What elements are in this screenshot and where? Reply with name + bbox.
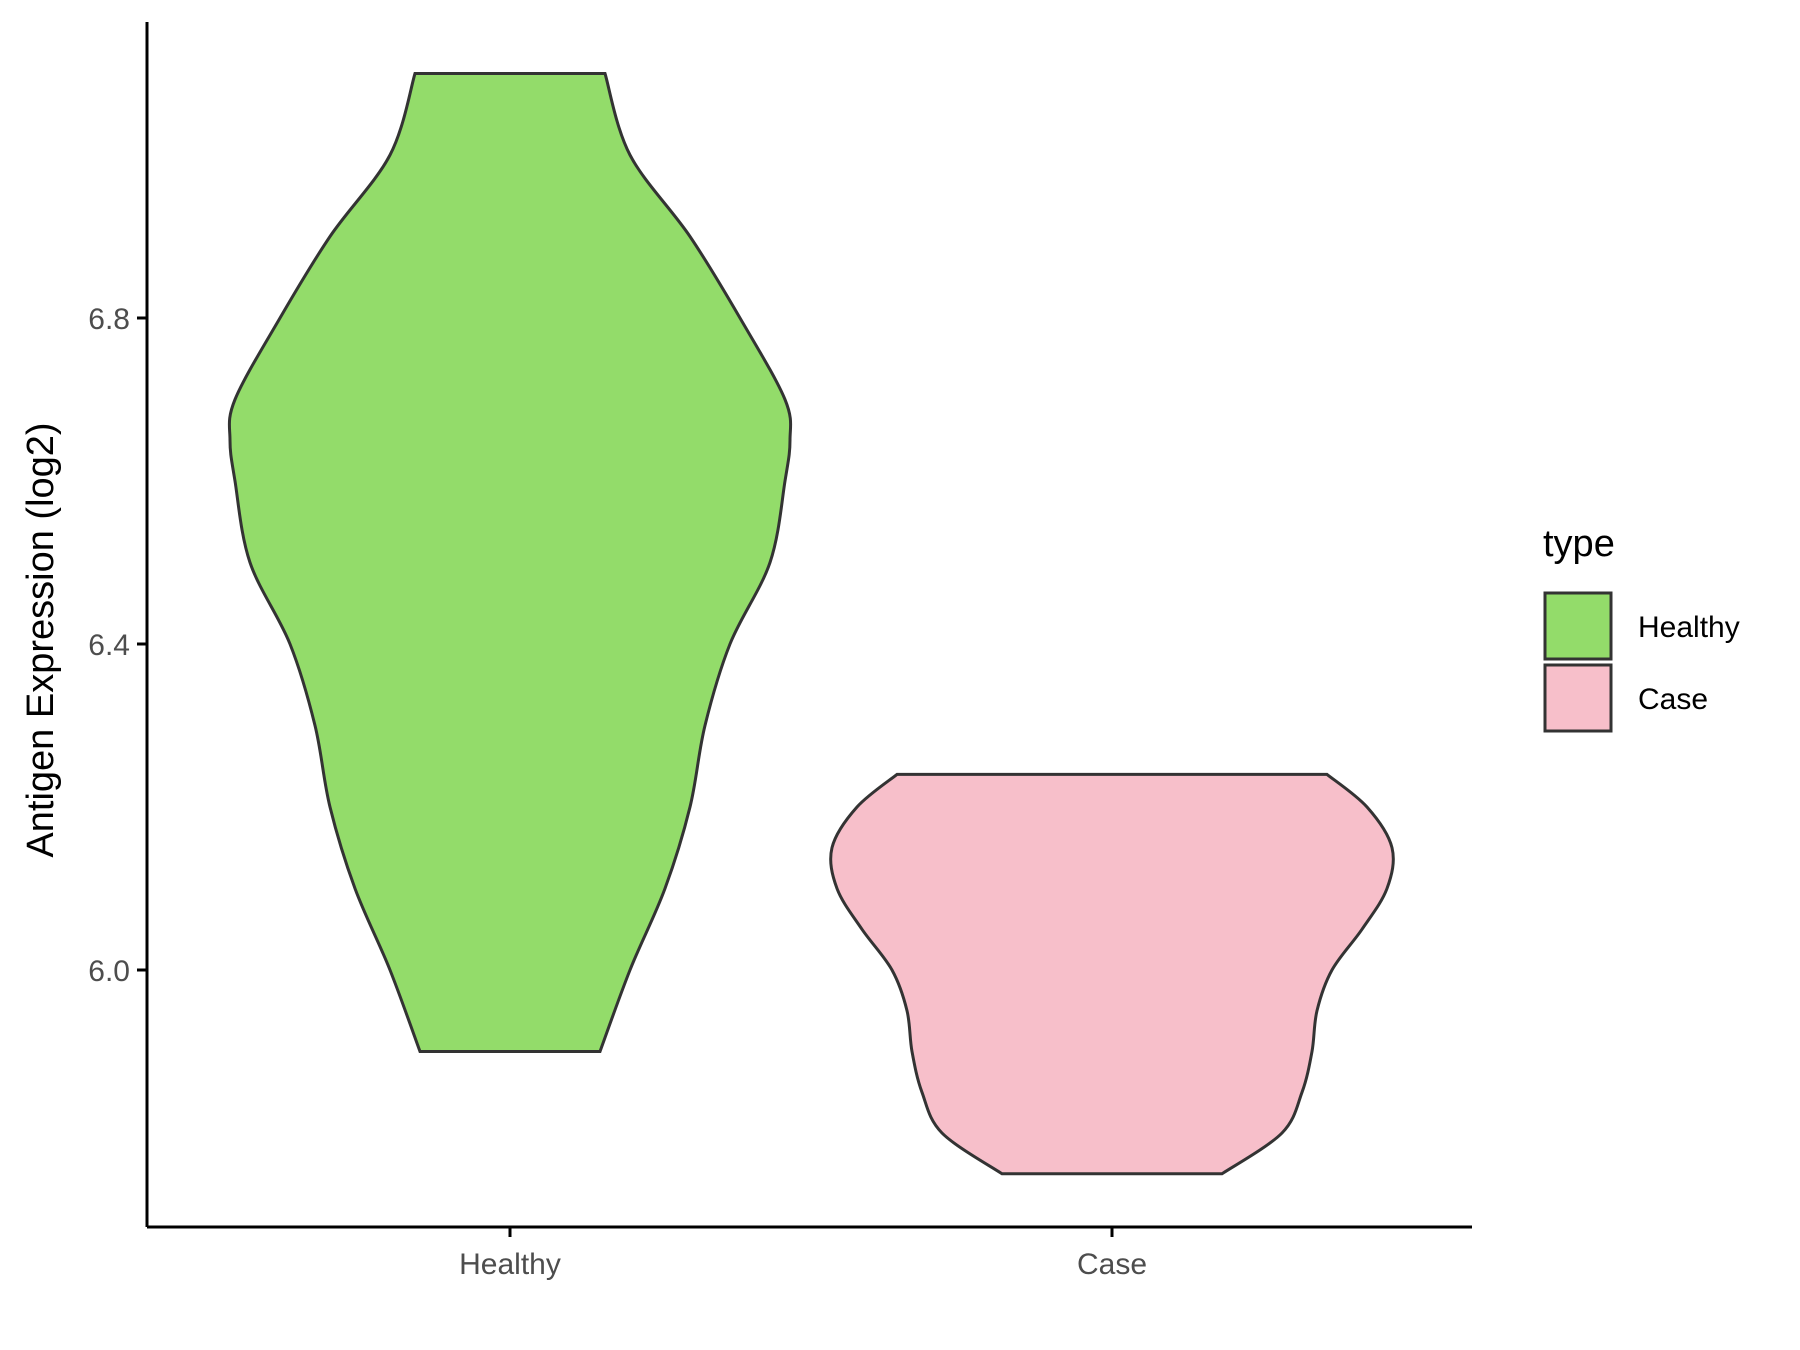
violin-case — [829, 772, 1395, 1176]
y-tick-label: 6.4 — [88, 629, 130, 662]
legend-title: type — [1543, 523, 1615, 565]
legend: type Healthy Case — [1543, 523, 1740, 733]
y-tick-label: 6.0 — [88, 955, 130, 988]
legend-key-healthy — [1543, 591, 1613, 661]
legend-key-case — [1543, 663, 1613, 733]
violin-layer — [227, 72, 1395, 1176]
legend-label-case: Case — [1638, 683, 1708, 716]
x-tick-label-case: Case — [1077, 1248, 1147, 1281]
x-ticks: Healthy Case — [459, 1227, 1147, 1281]
legend-label-healthy: Healthy — [1638, 611, 1740, 644]
y-ticks: 6.0 6.4 6.8 — [88, 303, 147, 988]
y-tick-label: 6.8 — [88, 303, 130, 336]
legend-items: Healthy Case — [1543, 591, 1740, 733]
violin-healthy — [227, 72, 793, 1053]
x-tick-label-healthy: Healthy — [459, 1248, 561, 1281]
y-axis-title: Antigen Expression (log2) — [20, 422, 62, 857]
